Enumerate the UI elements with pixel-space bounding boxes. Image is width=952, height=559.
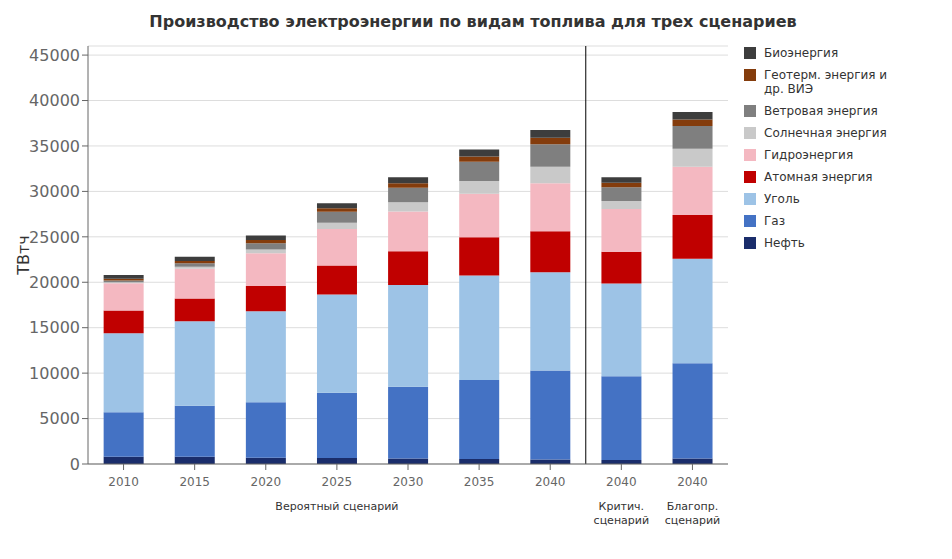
svg-text:сценарий: сценарий: [594, 514, 650, 527]
svg-text:45000: 45000: [29, 46, 80, 65]
svg-text:сценарий: сценарий: [665, 514, 721, 527]
html-text:Биоэнергия: Биоэнергия: [764, 46, 839, 60]
svg-text:5000: 5000: [39, 409, 80, 428]
svg-text:40000: 40000: [29, 91, 80, 110]
svg-text:30000: 30000: [29, 182, 80, 201]
svg-text:2030: 2030: [393, 475, 424, 489]
svg-text:0: 0: [70, 455, 80, 474]
html-text:Уголь: Уголь: [764, 192, 800, 206]
svg-text:2040: 2040: [535, 475, 566, 489]
html-text:др. ВИЭ: др. ВИЭ: [764, 82, 814, 96]
svg-text:2010: 2010: [108, 475, 139, 489]
html-text:Солнечная энергия: Солнечная энергия: [764, 126, 887, 140]
svg-text:35000: 35000: [29, 137, 80, 156]
svg-text:2035: 2035: [464, 475, 495, 489]
svg-text:15000: 15000: [29, 318, 80, 337]
html-text:Газ: Газ: [764, 214, 786, 228]
html-text:Атомная энергия: Атомная энергия: [764, 170, 873, 184]
html-text:Гидроэнергия: Гидроэнергия: [764, 148, 854, 162]
html-text:Нефть: Нефть: [764, 236, 805, 250]
html-text:Геотерм. энергия и: Геотерм. энергия и: [764, 68, 888, 82]
svg-text:2020: 2020: [251, 475, 282, 489]
svg-text:ТВтч: ТВтч: [14, 235, 33, 276]
svg-text:Вероятный сценарий: Вероятный сценарий: [275, 500, 398, 513]
svg-text:25000: 25000: [29, 228, 80, 247]
svg-text:2025: 2025: [322, 475, 353, 489]
svg-text:20000: 20000: [29, 273, 80, 292]
svg-text:10000: 10000: [29, 364, 80, 383]
html-text:Производство электроэнергии по: Производство электроэнергии по видам топ…: [149, 12, 797, 31]
svg-text:2040: 2040: [606, 475, 637, 489]
svg-text:Благопр.: Благопр.: [667, 500, 719, 513]
html-text:Ветровая энергия: Ветровая энергия: [764, 104, 878, 118]
svg-text:2040: 2040: [677, 475, 708, 489]
svg-text:2015: 2015: [179, 475, 210, 489]
svg-text:Критич.: Критич.: [599, 500, 645, 513]
